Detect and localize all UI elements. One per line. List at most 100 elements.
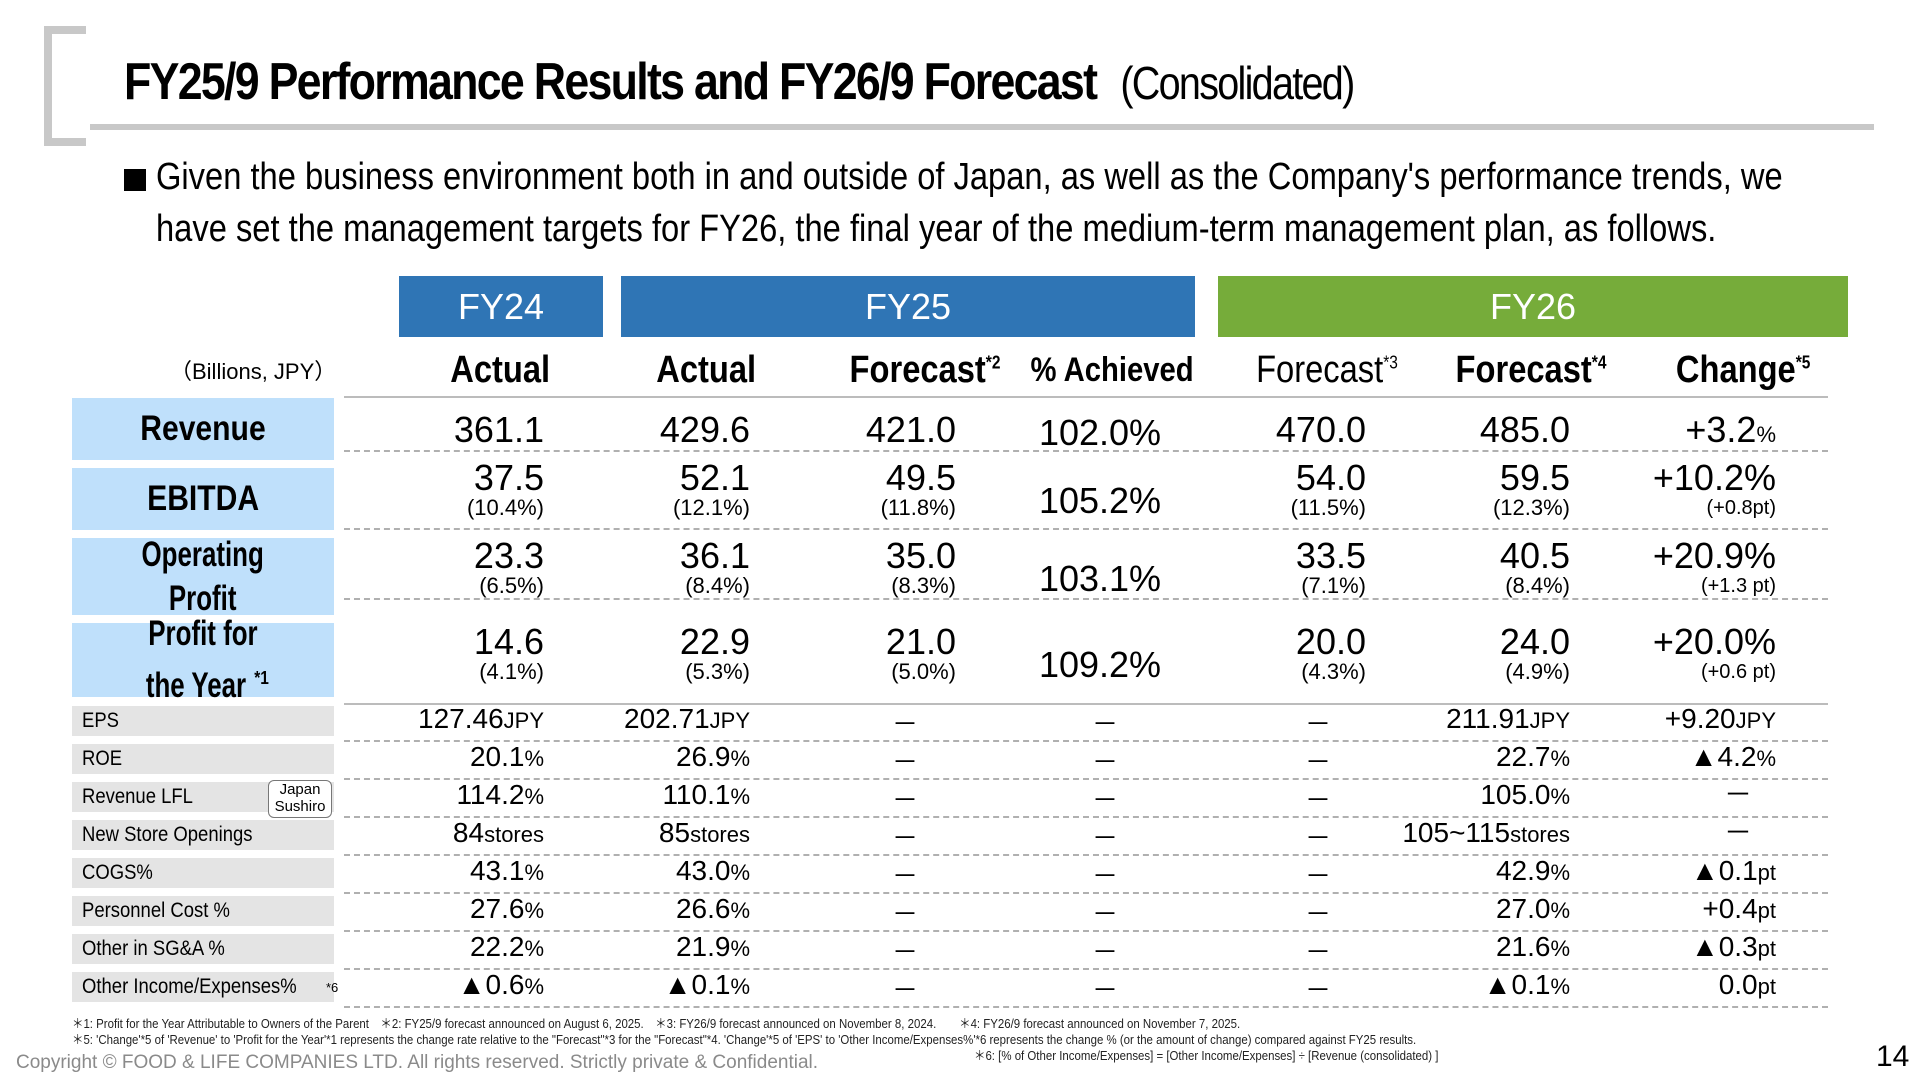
- sub-row-label-text: Other in SG&A %: [82, 937, 225, 960]
- sub-row-fy25-forecast-cell: －: [891, 937, 918, 967]
- cell-value: 43.1: [469, 855, 525, 886]
- sub-row-fy25-forecast-cell: －: [891, 709, 918, 739]
- cell-unit: %: [524, 898, 544, 923]
- cell-value: +0.4: [1702, 893, 1758, 924]
- op-profit-fy25-forecast: 35.0 (8.3%): [885, 535, 956, 598]
- cell-unit: %: [730, 784, 750, 809]
- intro-text-line1: Given the business environment both in a…: [156, 156, 1783, 198]
- ebitda-fy25-actual: 52.1 (12.1%): [672, 457, 750, 520]
- sub-row-fy25-actual-cell: 21.9%: [600, 932, 750, 962]
- section-divider: [344, 703, 1828, 705]
- cell-unit: JPY: [1529, 708, 1570, 733]
- cell-unit: stores: [1510, 822, 1570, 847]
- cell-unit: JPY: [503, 708, 544, 733]
- sub-row-achieved-cell: －: [1091, 709, 1118, 739]
- sub-row-change-cell: －: [1600, 780, 1776, 810]
- sub-row-fy24-actual-cell: 84stores: [400, 818, 544, 848]
- cell-unit: %: [1550, 784, 1570, 809]
- intro-text-line2: have set the management targets for FY26…: [156, 208, 1717, 250]
- ebitda-achieved: 105.2%: [1038, 480, 1162, 521]
- profit-year-achieved: 109.2%: [1038, 644, 1162, 685]
- title-divider: [90, 124, 1874, 130]
- cell-value: 27.6: [469, 893, 525, 924]
- sub-row-fy26-forecast-new-cell: ▲0.1%: [1390, 970, 1570, 1000]
- cell-value: 43.0: [675, 855, 731, 886]
- sub-row-achieved-cell: －: [1091, 975, 1118, 1005]
- copyright-text: Copyright © FOOD & LIFE COMPANIES LTD. A…: [16, 1052, 819, 1073]
- sub-row-fy24-actual-cell: 114.2%: [400, 780, 544, 810]
- revenue-fy25-forecast: 421.0: [865, 409, 956, 450]
- sub-row-fy26-forecast-prev-cell: －: [1304, 937, 1331, 967]
- sub-row-achieved-cell: －: [1091, 937, 1118, 967]
- japan-sushiro-badge: Japan Sushiro: [268, 780, 332, 818]
- sub-row-fy25-actual-cell: 26.6%: [600, 894, 750, 924]
- sub-row-label: Personnel Cost %: [72, 896, 334, 926]
- cell-unit: %: [524, 784, 544, 809]
- sub-row-fy25-actual-cell: 26.9%: [600, 742, 750, 772]
- sub-row-label-text: Revenue LFL: [82, 785, 193, 808]
- sub-row-label-text: New Store Openings: [82, 823, 253, 846]
- col-header-fy25-forecast: Forecast*2: [849, 348, 1000, 391]
- year-header-fy26: FY26: [1218, 276, 1848, 337]
- header-rule: [344, 396, 1828, 398]
- sub-row-label-text: EPS: [82, 709, 119, 732]
- cell-value: 110.1: [662, 779, 731, 810]
- page-number: 14: [1876, 1040, 1910, 1073]
- cell-unit: %: [730, 936, 750, 961]
- bullet-square-icon: [124, 169, 146, 191]
- sub-row-fy26-forecast-new-cell: 211.91JPY: [1390, 704, 1570, 734]
- cell-value: 21.9: [675, 931, 731, 962]
- sub-row-achieved-cell: －: [1091, 747, 1118, 777]
- cell-value: 26.6: [675, 893, 731, 924]
- unit-label: （Billions, JPY）: [170, 359, 337, 384]
- cell-unit: stores: [690, 822, 750, 847]
- sub-row-fy25-actual-cell: 202.71JPY: [600, 704, 750, 734]
- badge-line1: Japan: [279, 781, 321, 798]
- cell-unit: %: [524, 746, 544, 771]
- sub-row-fy25-actual-cell: 43.0%: [600, 856, 750, 886]
- sub-row-change-cell: －: [1600, 818, 1776, 848]
- row-divider: [344, 778, 1828, 780]
- cell-value: 0.0: [1718, 969, 1758, 1000]
- page-title-sub: (Consolidated): [1120, 57, 1355, 109]
- cell-value: 27.0: [1495, 893, 1551, 924]
- op-profit-fy26-forecast-new: 40.5 (8.4%): [1499, 535, 1570, 598]
- row-divider: [344, 968, 1828, 970]
- profit-year-fy26-forecast-prev: 20.0 (4.3%): [1295, 621, 1366, 684]
- sub-row-fy26-forecast-prev-cell: －: [1304, 785, 1331, 815]
- revenue-change: +3.2%: [1685, 409, 1776, 450]
- sub-row-label: Other in SG&A %: [72, 934, 334, 964]
- sub-row-fy25-forecast-cell: －: [891, 975, 918, 1005]
- footnote-line3: ＊6: [% of Other Income/Expenses] = [Othe…: [974, 1048, 1439, 1063]
- op-profit-change: +20.9% (+1.3 pt): [1652, 535, 1776, 598]
- cell-value: ▲0.3: [1691, 931, 1758, 962]
- profit-year-fy26-forecast-new: 24.0 (4.9%): [1499, 621, 1570, 684]
- ebitda-fy25-forecast: 49.5 (11.8%): [880, 457, 956, 520]
- sub-row-fy24-actual-cell: 20.1%: [400, 742, 544, 772]
- row-divider: [344, 1006, 1828, 1008]
- sub-row-fy26-forecast-new-cell: 22.7%: [1390, 742, 1570, 772]
- cell-value: 84: [452, 817, 485, 848]
- sub-row-achieved-cell: －: [1091, 823, 1118, 853]
- sub-row-change-cell: +0.4pt: [1600, 894, 1776, 924]
- sub-row-fy26-forecast-prev-cell: －: [1304, 823, 1331, 853]
- sub-row-label-text: Other Income/Expenses%: [82, 975, 297, 998]
- row-divider: [344, 740, 1828, 742]
- cell-value: +9.20: [1664, 703, 1736, 734]
- sub-row-fy26-forecast-new-cell: 27.0%: [1390, 894, 1570, 924]
- sub-row-change-cell: ▲0.3pt: [1600, 932, 1776, 962]
- cell-unit: JPY: [1735, 708, 1776, 733]
- profit-year-fy25-actual: 22.9 (5.3%): [679, 621, 750, 684]
- sub-row-label: Other Income/Expenses% *6: [72, 972, 338, 1002]
- cell-unit: %: [524, 936, 544, 961]
- col-header-achieved: % Achieved: [1030, 350, 1194, 389]
- sub-row-label-text: ROE: [82, 747, 123, 770]
- cell-unit: pt: [1757, 974, 1776, 999]
- profit-year-fy25-forecast: 21.0 (5.0%): [885, 621, 956, 684]
- revenue-fy24-actual: 361.1: [453, 409, 544, 450]
- cell-value: 127.46: [418, 703, 504, 734]
- sub-row-fy24-actual-cell: 22.2%: [400, 932, 544, 962]
- cell-value: 202.71: [624, 703, 710, 734]
- sub-row-change-cell: 0.0pt: [1600, 970, 1776, 1000]
- title-bracket-decoration: [44, 26, 86, 146]
